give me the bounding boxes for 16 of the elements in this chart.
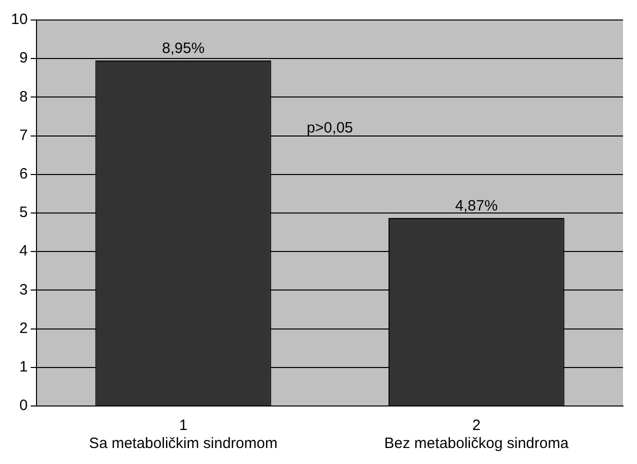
data-label: 4,87% — [455, 198, 498, 215]
y-tick-label: 5 — [19, 204, 28, 222]
y-tick-label: 8 — [19, 88, 28, 106]
y-tick-label: 9 — [19, 50, 28, 67]
y-tick-label: 0 — [19, 397, 28, 414]
y-tick-label: 10 — [10, 11, 28, 28]
data-label: 8,95% — [162, 40, 205, 58]
y-tick-label: 6 — [19, 166, 28, 183]
y-tick-label: 3 — [19, 281, 28, 298]
x-tick-label: 1 Sa metaboličkim sindromom — [89, 417, 278, 452]
y-tick-label: 2 — [19, 320, 28, 337]
y-tick-label: 4 — [19, 242, 28, 260]
y-tick-label: 7 — [19, 126, 28, 144]
annotation: p>0,05 — [306, 119, 353, 136]
y-tick-label: 1 — [19, 358, 28, 376]
x-tick-label: 2 Bez metaboličkog sindroma — [384, 417, 570, 452]
